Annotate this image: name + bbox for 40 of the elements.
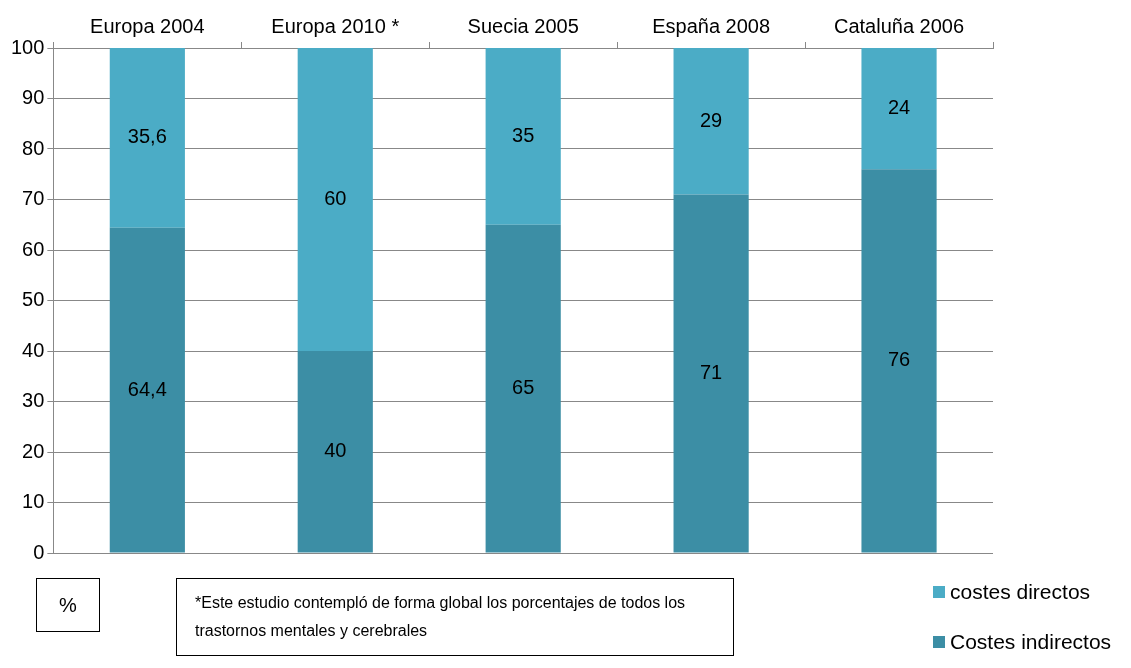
bar xyxy=(861,48,937,170)
y-tick-label: 0 xyxy=(33,540,45,563)
data-label: 29 xyxy=(699,108,723,131)
legend-label: costes directos xyxy=(950,580,1091,604)
data-label: 65 xyxy=(512,376,535,399)
bar xyxy=(297,351,373,553)
data-label: 35 xyxy=(512,123,535,146)
bar xyxy=(485,224,561,553)
x-tick-label: España 2008 xyxy=(652,14,771,37)
bar xyxy=(861,169,937,553)
bar xyxy=(297,48,373,351)
y-tick-label: 100 xyxy=(10,35,45,58)
text: *Este estudio contempló de forma global los porcentajes de todos los trastornos mentales y cerebrales xyxy=(176,578,734,656)
x-tick-label: Cataluña 2006 xyxy=(833,14,965,37)
y-tick-label: 20 xyxy=(22,439,45,462)
data-label: 60 xyxy=(324,187,347,210)
x-tick-label: Europa 2004 xyxy=(90,14,205,37)
data-label: 35,6 xyxy=(127,125,167,148)
x-tick-label: Suecia 2005 xyxy=(467,14,579,37)
bar xyxy=(485,48,561,225)
text: % xyxy=(36,578,100,632)
y-tick-label: 90 xyxy=(22,86,45,109)
y-tick-label: 40 xyxy=(22,338,45,361)
data-label: 71 xyxy=(699,360,723,383)
y-tick-label: 50 xyxy=(22,288,45,311)
legend-label: Costes indirectos xyxy=(950,630,1112,654)
y-tick-label: 30 xyxy=(22,389,45,412)
data-label: 40 xyxy=(324,439,347,462)
y-tick-label: 60 xyxy=(22,237,45,260)
bar xyxy=(109,227,185,553)
bar xyxy=(673,48,749,195)
bar xyxy=(109,48,185,228)
y-tick-label: 10 xyxy=(22,490,45,513)
y-tick-label: 80 xyxy=(22,136,45,159)
bar xyxy=(673,194,749,553)
data-label: 24 xyxy=(887,96,911,119)
y-tick-label: 70 xyxy=(22,187,45,210)
data-label: 64,4 xyxy=(127,377,167,400)
x-tick-label: Europa 2010 * xyxy=(271,14,400,37)
data-label: 76 xyxy=(887,348,911,371)
